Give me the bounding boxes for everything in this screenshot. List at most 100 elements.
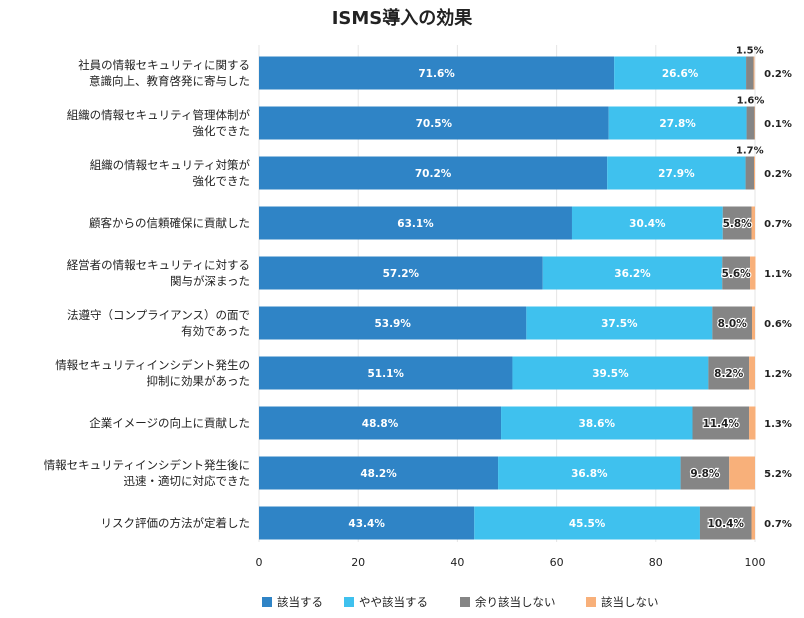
category-label: 組織の情報セキュリティ対策が xyxy=(90,158,251,172)
data-label: 1.1% xyxy=(764,269,792,280)
bar-segment xyxy=(259,506,475,540)
data-label: 1.2% xyxy=(764,369,792,380)
data-label: 0.7% xyxy=(764,519,792,530)
bar-segment xyxy=(722,256,751,290)
data-label: 36.2% xyxy=(614,268,651,280)
bar-segment xyxy=(746,106,755,140)
x-tick-label: 0 xyxy=(256,556,263,569)
data-label: 53.9% xyxy=(374,318,411,330)
data-label: 0.7% xyxy=(764,219,792,230)
bar-segment xyxy=(754,156,755,190)
data-label: 48.8% xyxy=(362,418,399,430)
data-label: 1.6% xyxy=(737,96,765,107)
legend-label: 余り該当しない xyxy=(475,595,556,609)
data-label: 39.5% xyxy=(592,368,629,380)
category-label: 強化できた xyxy=(193,124,251,138)
bar-segment xyxy=(259,206,572,240)
category-label: 情報セキュリティインシデント発生の xyxy=(55,358,250,372)
bar-segment xyxy=(750,256,756,290)
bar-segment xyxy=(729,456,755,490)
data-label: 37.5% xyxy=(601,318,638,330)
data-label: 0.1% xyxy=(764,119,792,130)
data-label: 30.4% xyxy=(629,218,666,230)
x-tick-label: 80 xyxy=(649,556,663,569)
bar-segment xyxy=(753,56,755,90)
bar-segment xyxy=(699,506,752,540)
bar-segment xyxy=(259,356,513,390)
bar-segment xyxy=(607,156,746,190)
bar-segment xyxy=(474,506,700,540)
data-label: 5.2% xyxy=(764,469,792,480)
data-label: 27.8% xyxy=(659,118,696,130)
data-label: 0.2% xyxy=(764,169,792,180)
data-label: 63.1% xyxy=(397,218,434,230)
data-label: 70.2% xyxy=(415,168,452,180)
category-label: 関与が深まった xyxy=(170,274,250,288)
legend-swatch xyxy=(344,597,354,607)
data-label: 43.4% xyxy=(348,518,385,530)
bar-segment xyxy=(708,356,750,390)
chart-title: ISMS導入の効果 xyxy=(332,7,474,29)
legend-swatch xyxy=(262,597,272,607)
data-label: 8.2% xyxy=(714,368,744,380)
bar-segment xyxy=(746,56,754,90)
bar-segment xyxy=(501,406,693,440)
bar-segment xyxy=(259,456,499,490)
bar-segment xyxy=(571,206,723,240)
data-label: 10.4% xyxy=(708,518,745,530)
data-label: 48.2% xyxy=(360,468,397,480)
legend-swatch xyxy=(460,597,470,607)
data-label: 70.5% xyxy=(416,118,453,130)
category-label: 企業イメージの向上に貢献した xyxy=(89,416,250,430)
data-label: 0.2% xyxy=(764,69,792,80)
bars: 71.6% 26.6% 1.5% 0.2% 70.5% 27.8% 1.6% 0.1% 70.2… xyxy=(259,46,792,540)
category-label: 強化できた xyxy=(193,174,251,188)
category-label: 経営者の情報セキュリティに対する xyxy=(67,258,250,272)
data-label: 11.4% xyxy=(703,418,740,430)
data-label: 5.8% xyxy=(723,218,753,230)
bar-segment xyxy=(680,456,730,490)
x-tick-label: 20 xyxy=(351,556,365,569)
category-label: リスク評価の方法が定着した xyxy=(101,516,251,530)
data-label: 1.3% xyxy=(764,419,792,430)
data-label: 9.8% xyxy=(690,468,720,480)
bar-segment xyxy=(259,106,609,140)
category-label: 迅速・適切に対応できた xyxy=(124,474,251,488)
legend-label: 該当する xyxy=(277,595,323,609)
bar-segment xyxy=(259,156,608,190)
legend-swatch xyxy=(586,597,596,607)
bar-segment xyxy=(749,356,755,390)
bar-segment xyxy=(542,256,723,290)
category-labels: 社員の情報セキュリティに関する意識向上、教育啓発に寄与した組織の情報セキュリティ… xyxy=(44,58,251,530)
bar-segment xyxy=(614,56,747,90)
data-label: 57.2% xyxy=(383,268,420,280)
bar-segment xyxy=(512,356,709,390)
legend-label: 該当しない xyxy=(601,595,659,609)
bar-segment xyxy=(745,156,755,190)
bar-segment xyxy=(526,306,713,340)
data-label: 27.9% xyxy=(658,168,695,180)
x-tick-label: 100 xyxy=(745,556,766,569)
category-label: 法遵守（コンプライアンス）の面で xyxy=(67,308,250,322)
data-label: 0.6% xyxy=(764,319,792,330)
category-label: 顧客からの信頼確保に貢献した xyxy=(89,216,250,230)
data-label: 45.5% xyxy=(569,518,606,530)
bar-segment xyxy=(692,406,750,440)
data-label: 8.0% xyxy=(718,318,748,330)
data-label: 26.6% xyxy=(662,68,699,80)
x-tick-label: 40 xyxy=(450,556,464,569)
bar-segment xyxy=(259,256,543,290)
category-label: 社員の情報セキュリティに関する xyxy=(78,58,250,72)
data-label: 36.8% xyxy=(571,468,608,480)
bar-segment xyxy=(712,306,753,340)
bar-segment xyxy=(259,56,615,90)
bar-segment xyxy=(751,506,755,540)
category-label: 有効であった xyxy=(181,324,250,338)
legend: 該当する やや該当する 余り該当しない 該当しない xyxy=(262,595,659,609)
bar-segment xyxy=(752,306,755,340)
data-label: 5.6% xyxy=(722,268,752,280)
bar-segment xyxy=(259,406,502,440)
x-axis: 0 20 40 60 80 100 xyxy=(256,556,766,569)
data-label: 1.7% xyxy=(736,146,764,157)
